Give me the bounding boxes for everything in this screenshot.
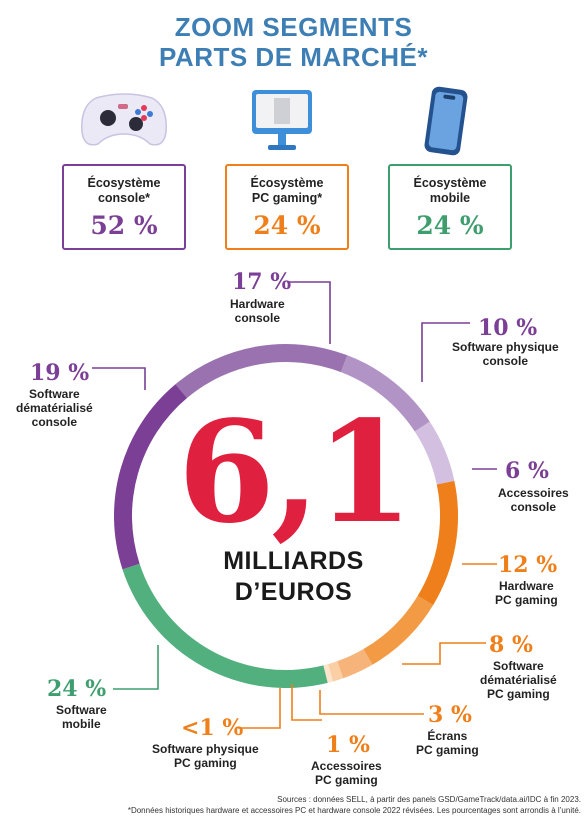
segment-label-software-dematerialise-pc-gaming: Software dématérialisé PC gaming — [480, 659, 557, 701]
leader-line-6 — [291, 684, 322, 721]
segment-percent-software-physique-pc-gaming: <1 % — [181, 715, 244, 741]
ecosystem-label: Écosystème mobile — [413, 176, 487, 205]
leader-line-0 — [287, 281, 331, 344]
ecosystem-console-box: Écosystème console* 52 % — [62, 164, 186, 250]
segment-label-software-dematerialise-console: Software dématérialisé console — [16, 387, 93, 429]
segment-label-hardware-pc-gaming: Hardware PC gaming — [495, 579, 558, 607]
segment-label-software-mobile: Software mobile — [56, 703, 107, 731]
donut-slice-7 — [323, 664, 333, 683]
ecosystem-value: 52 % — [90, 211, 158, 240]
total-value: 6,1 — [177, 391, 414, 555]
ecosystem-mobile-box: Écosystème mobile 24 % — [388, 164, 512, 250]
donut-slice-1 — [340, 355, 430, 432]
segment-percent-accessoires-pc-gaming: 1 % — [326, 732, 370, 758]
total-unit-line2: D’EUROS — [234, 578, 353, 606]
segment-label-software-physique-pc-gaming: Software physique PC gaming — [152, 742, 259, 770]
segment-percent-software-dematerialise-console: 19 % — [30, 360, 90, 386]
segment-label-ecrans-pc-gaming: Écrans PC gaming — [416, 729, 479, 757]
segment-percent-software-mobile: 24 % — [47, 676, 107, 702]
ecosystem-value: 24 % — [416, 211, 484, 240]
segment-percent-software-physique-console: 10 % — [478, 315, 538, 341]
segment-percent-software-dematerialise-pc-gaming: 8 % — [489, 632, 533, 658]
segment-label-software-physique-console: Software physique console — [452, 340, 559, 368]
donut-slice-4 — [363, 595, 434, 665]
monitor-icon — [252, 90, 312, 150]
sources-note: Sources : données SELL, à partir des pan… — [277, 795, 581, 804]
donut-slice-2 — [414, 421, 455, 485]
ecosystem-pc-gaming-box: Écosystème PC gaming* 24 % — [225, 164, 349, 250]
segment-percent-hardware-pc-gaming: 12 % — [498, 552, 558, 578]
leader-line-4 — [402, 642, 486, 665]
leader-line-7 — [238, 688, 281, 729]
leader-line-8 — [113, 645, 159, 690]
donut-slice-6 — [327, 661, 344, 682]
leader-line-5 — [319, 690, 424, 715]
leader-line-9 — [92, 367, 146, 390]
leader-line-1 — [421, 322, 470, 382]
ecosystem-label: Écosystème console* — [87, 176, 161, 205]
segment-label-accessoires-pc-gaming: Accessoires PC gaming — [311, 759, 382, 787]
smartphone-icon — [424, 86, 468, 156]
segment-label-hardware-console: Hardware console — [230, 297, 285, 325]
segment-label-accessoires-console: Accessoires console — [498, 486, 569, 514]
segment-percent-accessoires-console: 6 % — [505, 458, 549, 484]
chart-title-line2: PARTS DE MARCHÉ* — [159, 42, 428, 72]
donut-slice-3 — [417, 480, 458, 606]
donut-slice-0 — [175, 344, 348, 399]
donut-slice-8 — [122, 563, 328, 688]
total-unit-line1: MILLIARDS — [223, 547, 364, 575]
segment-percent-hardware-console: 17 % — [232, 269, 292, 295]
chart-title-line1: ZOOM SEGMENTS — [174, 12, 413, 42]
ecosystem-label: Écosystème PC gaming* — [250, 176, 324, 205]
donut-slice-9 — [114, 384, 188, 570]
ecosystem-value: 24 % — [253, 211, 321, 240]
segment-percent-ecrans-pc-gaming: 3 % — [428, 702, 472, 728]
gamepad-icon — [81, 93, 167, 146]
donut-slice-5 — [337, 649, 373, 679]
footnote: *Données historiques hardware et accesso… — [127, 806, 581, 815]
